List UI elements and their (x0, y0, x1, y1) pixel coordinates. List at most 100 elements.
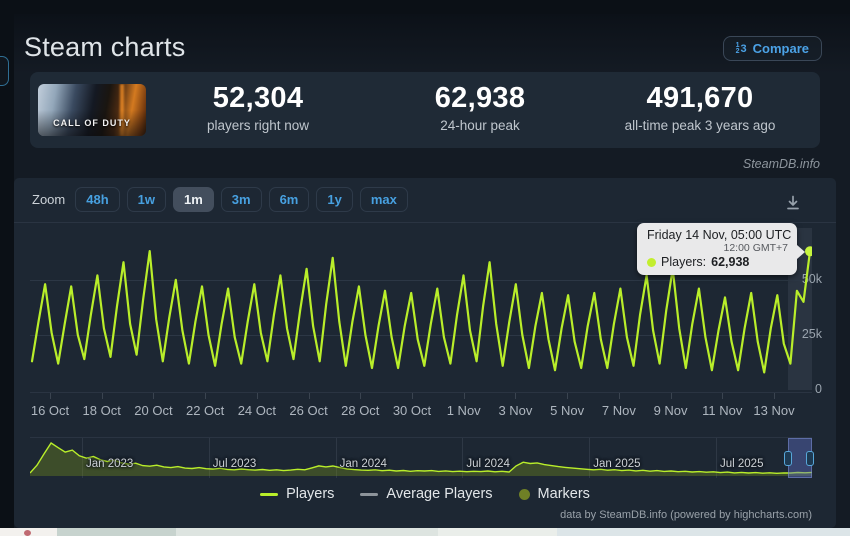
legend-item-average-players[interactable]: Average Players (360, 486, 493, 502)
zoom-button-1y[interactable]: 1y (316, 187, 353, 212)
navigator-area-fill (30, 443, 812, 476)
navigator-label: Jul 2024 (466, 458, 510, 470)
x-axis-tick (101, 393, 103, 399)
navigator-gridline (335, 438, 337, 478)
capsule-art (120, 84, 124, 136)
zoom-button-1m[interactable]: 1m (172, 187, 214, 212)
x-axis-tick (618, 393, 620, 399)
range-navigator[interactable]: Jan 2023 Jul 2023 Jan 2024 Jul 2024 Jan 2025… (30, 437, 814, 478)
x-axis-tick (360, 393, 362, 399)
navigator-series-line (30, 442, 812, 475)
x-axis-tick (153, 393, 155, 399)
gridline-25k (30, 334, 812, 336)
stat-24h-peak: 62,938 24-hour peak (372, 82, 588, 133)
background-window-block (557, 528, 850, 536)
navigator-gridline (589, 438, 591, 478)
legend-swatch-icon (518, 488, 530, 500)
tooltip-series-row: Players: 62,938 (647, 255, 788, 269)
navigator-label: Jan 2024 (339, 458, 387, 470)
gridline-50k (30, 279, 812, 281)
toolbar-divider (14, 222, 836, 223)
y-axis-label-25k: 25k (801, 326, 822, 341)
hovered-point-marker[interactable] (805, 246, 812, 257)
legend-swatch-icon (360, 492, 379, 496)
x-axis-label: 9 Nov (653, 403, 688, 418)
x-axis-label: 7 Nov (601, 403, 636, 418)
legend-swatch-icon (260, 492, 279, 496)
window-edge-left (0, 0, 14, 528)
zoom-button-3m[interactable]: 3m (220, 187, 262, 212)
legend-item-players[interactable]: Players (260, 486, 334, 502)
stat-current-players: 52,304 players right now (150, 82, 366, 133)
steamdb-watermark: SteamDB.info (742, 157, 820, 171)
background-window-block (438, 528, 557, 536)
compare-button-label: Compare (752, 41, 809, 56)
legend-item-label: Players (286, 486, 335, 502)
background-window-strip (0, 528, 850, 536)
x-axis-label: 26 Oct (289, 403, 328, 418)
x-axis-label: 11 Nov (702, 403, 743, 418)
x-axis-tick (308, 393, 310, 399)
stat-24h-peak-value: 62,938 (434, 82, 526, 114)
x-axis-tick (256, 393, 258, 399)
x-axis-tick (722, 393, 724, 399)
navigator-label: Jul 2023 (212, 458, 257, 470)
footer-credit: data by SteamDB.info (powered by highcha… (560, 509, 812, 521)
x-axis-label: 16 Oct (30, 403, 70, 418)
stat-current-players-label: players right now (206, 118, 310, 133)
x-axis-label: 30 Oct (392, 403, 432, 418)
navigator-label: Jan 2025 (593, 458, 641, 470)
tooltip-series-dot-icon (647, 257, 656, 267)
y-axis-label-0: 0 (815, 382, 822, 396)
navigator-handle-left[interactable] (784, 451, 792, 466)
stat-alltime-peak-label: all-time peak 3 years ago (624, 118, 776, 133)
download-icon[interactable] (784, 194, 802, 212)
zoom-buttons: 48h 1w 1m 3m 6m 1y max (75, 187, 408, 212)
navigator-label: Jul 2025 (720, 458, 764, 470)
x-axis-label: 13 Nov (753, 403, 795, 418)
legend-item-markers[interactable]: Markers (518, 486, 590, 502)
x-axis-tick (567, 393, 569, 399)
tooltip-series-value: 62,938 (711, 255, 750, 269)
zoom-button-6m[interactable]: 6m (268, 187, 310, 212)
zoom-label: Zoom (32, 192, 66, 207)
stat-24h-peak-label: 24-hour peak (440, 118, 520, 133)
x-axis-tick (50, 393, 51, 399)
x-axis-tick (515, 393, 517, 399)
x-axis-tick (205, 393, 207, 399)
navigator-handle-right[interactable] (806, 451, 814, 466)
stats-panel: CALL OF DUTY 52,304 players right now 62… (30, 72, 820, 148)
players-line-chart[interactable] (30, 228, 812, 390)
background-window-block (57, 528, 176, 536)
x-axis-label: 18 Oct (82, 403, 121, 418)
zoom-button-max[interactable]: max (359, 187, 408, 212)
left-edge-tab[interactable] (0, 56, 9, 86)
x-axis-tick (463, 393, 465, 399)
zoom-button-48h[interactable]: 48h (75, 187, 120, 212)
zoom-row: Zoom 48h 1w 1m 3m 6m 1y max (32, 187, 408, 212)
x-axis-tick (670, 393, 672, 399)
x-axis-label: 1 Nov (446, 403, 481, 418)
x-axis-label: 20 Oct (134, 403, 173, 418)
zoom-button-1w[interactable]: 1w (126, 187, 166, 212)
stat-alltime-peak: 491,670 all-time peak 3 years ago (592, 82, 808, 133)
navigator-label: Jan 2023 (86, 458, 134, 470)
navigator-gridline (462, 438, 464, 478)
background-window-block (0, 528, 57, 536)
page-title: Steam charts (24, 32, 186, 62)
navigator-gridline (208, 438, 210, 478)
x-axis-label: 5 Nov (550, 403, 585, 418)
game-capsule-image: CALL OF DUTY (38, 84, 146, 136)
x-axis-tick (773, 393, 775, 399)
chart-legend: Players Average Players Markers (14, 486, 836, 502)
game-capsule-title: CALL OF DUTY (53, 118, 131, 128)
x-axis-label: 28 Oct (341, 403, 380, 418)
navigator-gridline (82, 438, 83, 478)
tooltip-datetime: Friday 14 Nov, 05:00 UTC (647, 228, 792, 242)
players-series-line (30, 250, 812, 374)
background-window-block (176, 528, 438, 536)
x-axis-tick (411, 393, 413, 399)
legend-item-label: Markers (537, 486, 590, 502)
